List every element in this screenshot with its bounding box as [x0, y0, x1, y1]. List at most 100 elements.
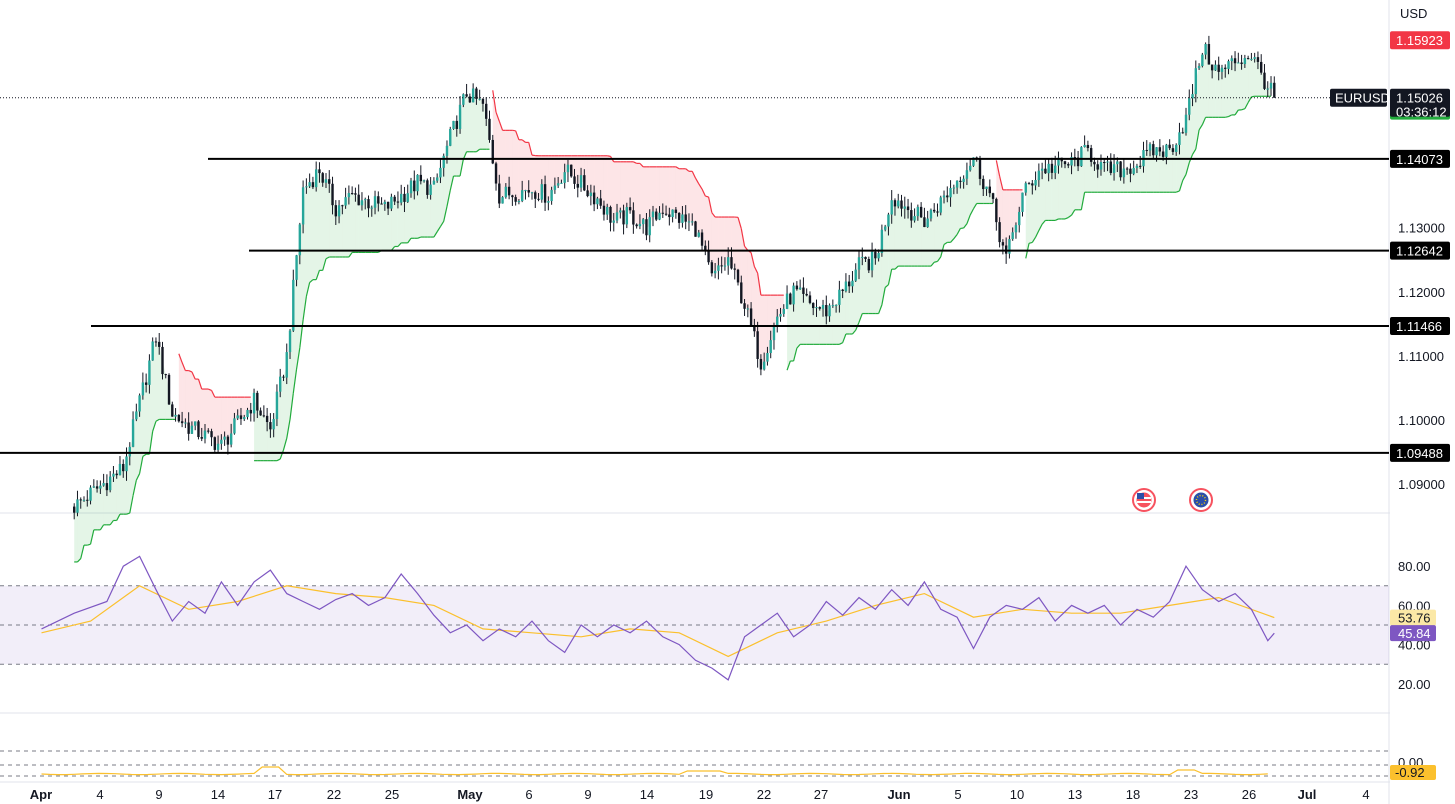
candle-body — [939, 197, 942, 213]
candle — [1031, 180, 1034, 195]
candle-body — [1188, 98, 1191, 115]
candle — [262, 405, 266, 418]
candle-body — [854, 269, 857, 281]
candle-body — [439, 167, 442, 178]
candle-body — [393, 196, 396, 202]
candle-body — [488, 118, 491, 140]
candle-body — [540, 184, 544, 200]
candle — [1076, 150, 1080, 172]
candle-body — [285, 352, 288, 378]
candle — [223, 431, 226, 446]
candle — [86, 490, 89, 507]
supertrend-up-segment — [155, 418, 160, 422]
candle — [674, 207, 678, 219]
oscillator-pane[interactable]: 0.00-0.92 — [0, 750, 1436, 780]
supertrend-down-fill — [764, 295, 768, 366]
candle — [619, 207, 622, 219]
candle-body — [776, 316, 779, 326]
us-flag-event-icon[interactable] — [1132, 488, 1156, 512]
candle-body — [246, 409, 249, 418]
candle — [1256, 51, 1260, 70]
candle — [1191, 84, 1194, 107]
candle-body — [416, 174, 419, 192]
candle-body — [1027, 183, 1031, 185]
supertrend-up-fill — [1048, 168, 1052, 221]
candle-body — [413, 180, 416, 192]
candle-body — [485, 103, 488, 119]
supertrend-up-segment — [950, 238, 955, 243]
candle — [573, 168, 576, 189]
candle-body — [102, 483, 105, 486]
candle-body — [687, 221, 691, 223]
support-resistance-levels[interactable] — [0, 157, 1389, 454]
rsi-ma-value-tag: 53.76 — [1390, 609, 1436, 626]
candle — [494, 161, 498, 191]
candle — [635, 223, 638, 229]
candle-body — [1018, 211, 1021, 226]
supertrend-up-fill — [414, 183, 418, 239]
supertrend-up-fill — [466, 95, 470, 152]
candle — [795, 281, 799, 291]
candle — [792, 282, 795, 312]
candle — [164, 373, 167, 379]
candle — [923, 207, 926, 228]
supertrend-down-segment — [528, 142, 533, 156]
candle-body — [360, 200, 364, 206]
candle-body — [1047, 163, 1050, 174]
supertrend-up-fill — [381, 202, 385, 251]
supertrend-up-fill — [263, 415, 268, 461]
candle-body — [1067, 164, 1070, 166]
candle-body — [429, 184, 432, 195]
supertrend-up-fill — [312, 178, 317, 280]
candles-layer[interactable] — [73, 35, 1276, 520]
candle-body — [893, 200, 897, 207]
candle-body — [357, 194, 360, 206]
candle-body — [279, 376, 282, 392]
candle-body — [295, 255, 298, 280]
candle — [1037, 163, 1041, 187]
svg-text:53.76: 53.76 — [1398, 611, 1431, 626]
candle-body — [933, 209, 936, 212]
supertrend-up-segment — [842, 333, 847, 343]
candle-body — [380, 203, 383, 205]
candle-body — [592, 192, 596, 205]
supertrend-up-segment — [1080, 192, 1086, 210]
supertrend-up-fill — [924, 222, 928, 267]
candle — [1047, 159, 1050, 182]
supertrend-up-fill — [937, 204, 941, 262]
supertrend-up-fill — [162, 360, 166, 420]
candle — [1132, 160, 1135, 176]
candle — [449, 126, 452, 147]
supertrend-up-fill — [1068, 161, 1072, 218]
price-axis[interactable]: USD 1.09000 1.10000 1.11000 1.12000 1.13000 1… — [1330, 6, 1450, 492]
countdown-label: 03:36:12 — [1396, 105, 1447, 120]
time-axis[interactable]: Apr 4 9 14 17 22 25 May 6 9 14 19 22 27 Jun 5 10 13 18 23 26… — [30, 787, 1370, 802]
candle-body — [1273, 82, 1276, 98]
candle — [246, 407, 249, 420]
candle — [828, 303, 831, 322]
supertrend-up-fill — [113, 474, 117, 521]
supertrend-up-segment — [1182, 174, 1187, 181]
level-price-tag: 1.12642 — [1390, 241, 1450, 260]
svg-text:1.14073: 1.14073 — [1396, 152, 1443, 167]
candle — [1184, 107, 1188, 136]
supertrend-down-fill — [208, 389, 212, 435]
eu-flag-event-icon[interactable] — [1189, 488, 1213, 512]
supertrend-down-segment — [694, 177, 700, 185]
supertrend-up-fill — [319, 171, 323, 271]
candle — [766, 346, 769, 366]
candle — [1273, 76, 1276, 98]
supertrend-down-fill — [597, 155, 601, 203]
supertrend-up-fill — [155, 341, 160, 422]
supertrend-down-fill — [571, 155, 575, 181]
candle — [547, 196, 550, 211]
candle — [187, 412, 190, 441]
candle — [998, 217, 1001, 248]
supertrend-up-fill — [93, 486, 98, 530]
candle — [1188, 89, 1191, 121]
supertrend-up-fill — [973, 158, 977, 209]
candle-body — [161, 346, 164, 375]
candle-body — [282, 376, 285, 378]
